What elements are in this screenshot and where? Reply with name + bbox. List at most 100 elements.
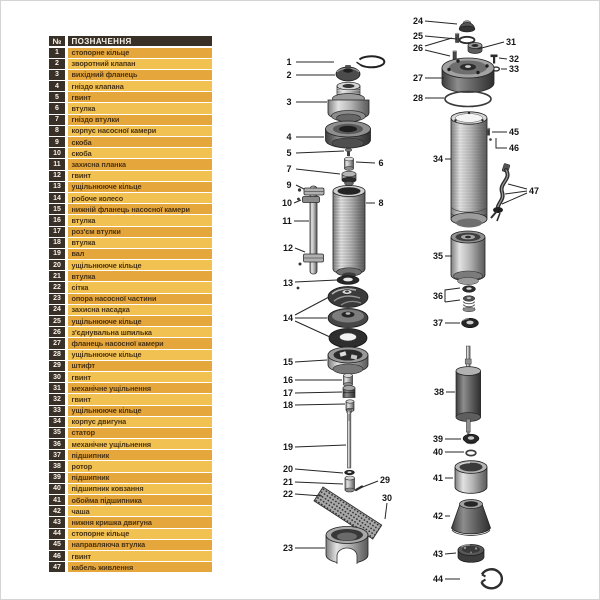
part-designation: ротор [67,461,212,472]
part-number: 8 [49,125,65,136]
callout-32: 32 [509,54,519,64]
part-37-bearing [461,317,479,329]
part-number: 35 [49,427,65,439]
part-35-stator [450,230,486,285]
callout-2: 2 [286,70,291,80]
leader-line-31 [477,41,505,50]
callout-16: 16 [283,375,293,385]
leader-line-20 [294,468,344,474]
part-41-bearing-sleeve [454,460,488,494]
callout-13: 13 [283,278,293,288]
leader-line-7 [295,168,341,175]
part-13-seal-ring [336,275,360,285]
part-number: 19 [49,248,65,260]
part-14-impeller-group [327,286,369,348]
parts-table-header: № ПОЗНАЧЕННЯ [49,36,212,46]
part-24-protective-cap [458,20,476,33]
part-designation: гвинт [67,550,212,562]
table-header-designation: ПОЗНАЧЕННЯ [67,36,212,46]
part-number: 27 [49,338,65,349]
part-number: 31 [49,383,65,394]
callout-7: 7 [286,164,291,174]
callout-10: 10 [282,198,292,208]
callout-19: 19 [283,442,293,452]
callout-15: 15 [283,357,293,367]
part-designation: сітка [67,282,212,293]
part-designation: втулка [67,237,212,248]
part-20-seal-ring [344,469,355,476]
table-header-num: № [49,36,65,46]
part-10-clip [297,196,320,203]
leader-line-25 [424,35,458,40]
part-36-mechanical-seal-set [462,285,476,312]
part-44-snap-ring [480,568,504,590]
part-designation: скоба [67,148,212,159]
table-row: 35 статор [49,427,212,439]
callout-43: 43 [433,549,443,559]
table-row: 1 стопорне кільце [49,47,212,58]
table-row: 6 втулка [49,103,212,114]
part-designation: статор [67,427,212,439]
part-22-mesh-screen [313,486,383,540]
part-designation: гвинт [67,394,212,405]
part-21-bushing [344,475,355,493]
callout-22: 22 [283,489,293,499]
leader-line-10 [293,199,302,204]
part-34-motor-body [450,111,488,228]
leader-line-47 [504,190,528,195]
part-number: 10 [49,148,65,159]
part-designation: направляюча втулка [67,539,212,550]
callout-24: 24 [413,16,423,26]
part-designation: штифт [67,360,212,371]
parts-table-rows: 1 стопорне кільце 2 зворотний клапан 3 вихідн… [49,47,212,573]
leader-line-6 [355,161,376,164]
table-row: 26 з'єднувальна шпилька [49,327,212,338]
table-row: 28 ущільнююче кільце [49,349,212,360]
callout-36: 36 [433,291,443,301]
part-designation: підшипник ковзання [67,483,212,494]
part-designation: корпус двигуна [67,416,212,427]
part-number: 4 [49,81,65,92]
table-row: 5 гвинт [49,92,212,103]
table-row: 10 скоба [49,148,212,159]
part-designation: механічне ущільнення [67,383,212,394]
table-row: 43 нижня кришка двигуна [49,517,212,528]
part-designation: гніздо втулки [67,114,212,125]
callout-29: 29 [380,475,390,485]
part-47-power-cable [490,163,511,222]
part-designation: нижній фланець насосної камери [67,204,212,215]
part-number: 22 [49,282,65,293]
part-designation: захисна насадка [67,304,212,315]
callout-30: 30 [382,493,392,503]
leader-line-9 [295,184,305,190]
part-number: 18 [49,237,65,248]
leader-line-26 [424,49,451,57]
part-designation: стопорне кільце [67,47,212,58]
part-number: 36 [49,439,65,450]
callout-5: 5 [286,148,291,158]
part-designation: фланець насосної камери [67,338,212,349]
leader-line-46 [495,138,507,149]
callout-1: 1 [286,57,291,67]
part-designation: чаша [67,506,212,517]
part-number: 47 [49,562,65,573]
part-designation: втулка [67,103,212,114]
table-row: 46 гвинт [49,550,212,562]
callout-26: 26 [413,43,423,53]
callout-6: 6 [378,158,383,168]
leader-line-32 [498,57,508,60]
table-row: 31 механічне ущільнення [49,383,212,394]
callout-37: 37 [433,318,443,328]
part-45-guide-bushing [487,127,491,136]
part-25-o-ring [458,35,476,45]
parts-table: № ПОЗНАЧЕННЯ 1 стопорне кільце 2 зворотний … [49,36,212,573]
part-designation: обойма підшипника [67,495,212,506]
leader-line-43 [444,552,457,555]
part-38-rotor [455,345,481,436]
callout-20: 20 [283,464,293,474]
part-number: 29 [49,360,65,371]
callout-12: 12 [283,243,293,253]
leader-line-18 [294,403,346,406]
part-number: 7 [49,114,65,125]
table-row: 9 скоба [49,137,212,148]
